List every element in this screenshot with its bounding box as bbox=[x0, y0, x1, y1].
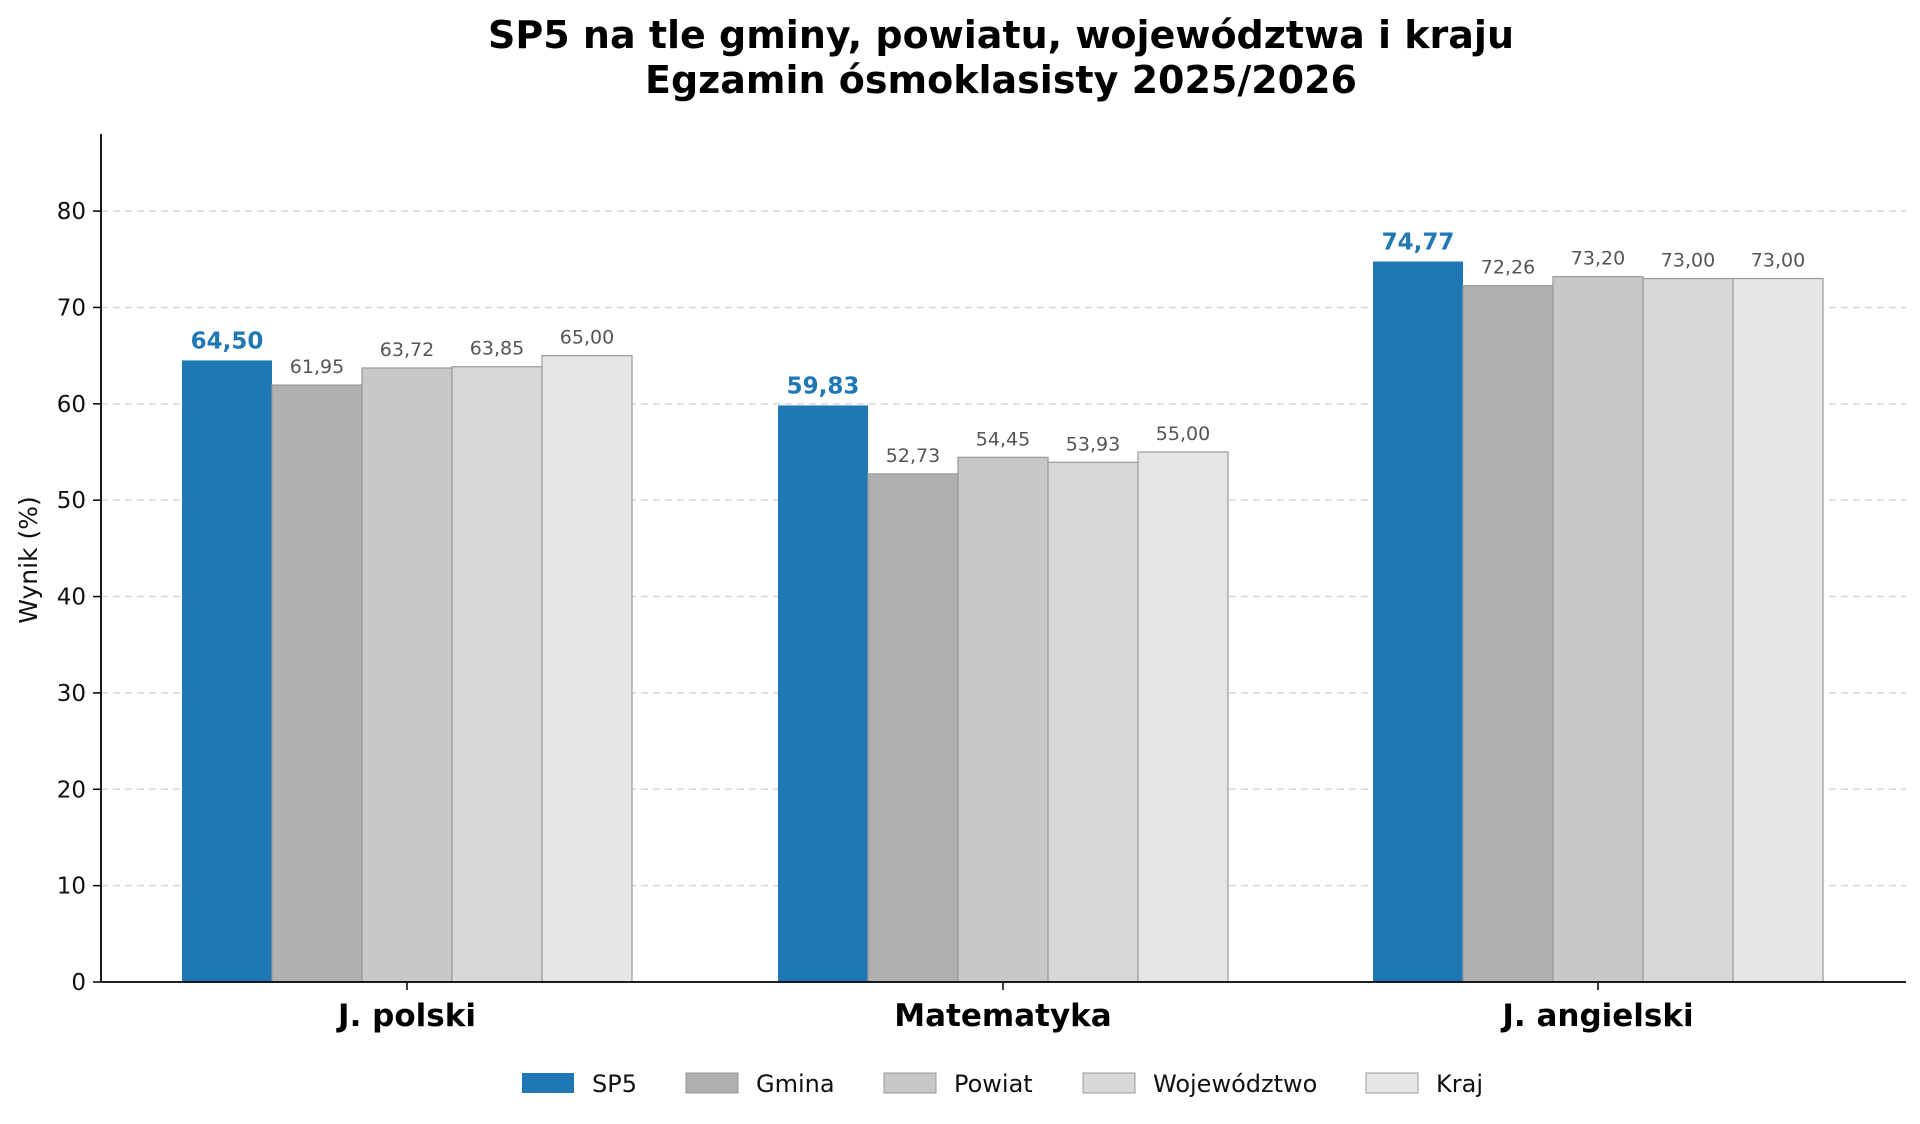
bar-gmina-2 bbox=[867, 473, 959, 983]
data-label: 73,20 bbox=[1571, 248, 1625, 270]
x-tick-label: J. angielski bbox=[1500, 998, 1693, 1034]
legend-label: SP5 bbox=[592, 1070, 637, 1098]
y-tick-label: 0 bbox=[71, 970, 86, 996]
data-label: 52,73 bbox=[886, 445, 940, 467]
legend-swatch bbox=[1082, 1072, 1136, 1094]
y-tick-label: 30 bbox=[57, 681, 86, 707]
bar-gmina-1 bbox=[271, 384, 363, 983]
y-tick-label: 50 bbox=[57, 488, 86, 514]
chart-title: SP5 na tle gminy, powiatu, województwa i… bbox=[488, 13, 1514, 57]
data-label: 61,95 bbox=[290, 356, 344, 378]
y-tick-label: 40 bbox=[57, 585, 86, 611]
bar-kraj-2 bbox=[1137, 451, 1229, 983]
legend-swatch bbox=[522, 1073, 574, 1093]
bar-województwo-1 bbox=[451, 366, 543, 983]
y-tick-label: 20 bbox=[57, 777, 86, 803]
bar-powiat-3 bbox=[1552, 276, 1644, 983]
data-label: 63,85 bbox=[470, 338, 524, 360]
y-tick-label: 10 bbox=[57, 874, 86, 900]
value-labels-group: 64,50 61,95 63,72 63,85 65,00 59,83 52,73 54,45… bbox=[191, 229, 1806, 466]
chart-subtitle: Egzamin ósmoklasisty 2025/2026 bbox=[645, 58, 1357, 102]
data-label: 73,00 bbox=[1751, 250, 1805, 272]
bar-powiat-1 bbox=[361, 367, 453, 983]
data-label: 74,77 bbox=[1382, 229, 1455, 255]
data-label: 53,93 bbox=[1066, 433, 1120, 455]
legend-swatch bbox=[1365, 1072, 1419, 1094]
bar-województwo-2 bbox=[1047, 461, 1139, 983]
y-tick-label: 80 bbox=[57, 199, 86, 225]
data-label: 63,72 bbox=[380, 339, 434, 361]
x-tick-label: J. polski bbox=[336, 998, 476, 1034]
data-label: 64,50 bbox=[191, 328, 264, 354]
data-label: 72,26 bbox=[1481, 257, 1535, 279]
y-tick-label: 70 bbox=[57, 295, 86, 321]
legend-swatch bbox=[883, 1072, 937, 1094]
bars-group bbox=[182, 261, 1824, 983]
data-label: 54,45 bbox=[976, 428, 1030, 450]
legend-swatch bbox=[685, 1072, 739, 1094]
legend: SP5 Gmina Powiat Województwo Kraj bbox=[522, 1070, 1483, 1098]
data-label: 73,00 bbox=[1661, 250, 1715, 272]
x-tick-label: Matematyka bbox=[894, 998, 1111, 1034]
legend-label: Powiat bbox=[954, 1070, 1033, 1098]
bar-województwo-3 bbox=[1642, 277, 1734, 983]
y-tick-label: 60 bbox=[57, 392, 86, 418]
legend-label: Województwo bbox=[1153, 1070, 1317, 1098]
bar-sp5-2 bbox=[778, 405, 868, 982]
data-label: 55,00 bbox=[1156, 423, 1210, 445]
data-label: 65,00 bbox=[560, 327, 614, 349]
y-axis-label: Wynik (%) bbox=[14, 496, 43, 624]
bar-powiat-2 bbox=[957, 456, 1049, 983]
bar-sp5-3 bbox=[1373, 261, 1463, 982]
legend-label: Kraj bbox=[1436, 1070, 1483, 1098]
bar-sp5-1 bbox=[182, 360, 272, 982]
data-label: 59,83 bbox=[787, 373, 860, 399]
bar-gmina-3 bbox=[1462, 285, 1554, 983]
bar-kraj-1 bbox=[541, 355, 633, 983]
bar-kraj-3 bbox=[1732, 277, 1824, 983]
axes-group: 0 10 20 30 40 50 60 70 80 J. polski Matematyka J. a… bbox=[57, 134, 1906, 1034]
legend-label: Gmina bbox=[756, 1070, 835, 1098]
